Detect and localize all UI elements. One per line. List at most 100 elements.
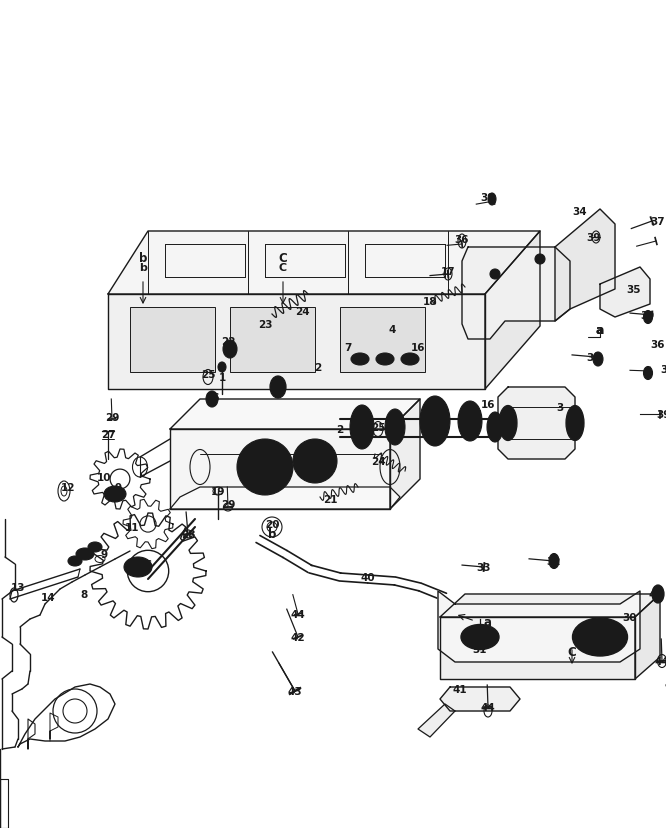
Ellipse shape [350, 406, 374, 450]
Polygon shape [498, 388, 575, 460]
Text: 39: 39 [481, 193, 496, 203]
Circle shape [490, 270, 500, 280]
Text: 18: 18 [423, 296, 438, 306]
Ellipse shape [88, 542, 102, 552]
Ellipse shape [104, 486, 126, 503]
Text: b: b [268, 528, 276, 541]
Text: 2: 2 [314, 363, 322, 373]
Text: 9: 9 [115, 483, 122, 493]
Text: 12: 12 [61, 483, 75, 493]
Text: 22: 22 [220, 337, 235, 347]
Text: 23: 23 [258, 320, 272, 330]
Text: 38: 38 [587, 353, 601, 363]
Polygon shape [170, 430, 390, 509]
Polygon shape [438, 591, 640, 662]
Text: 36: 36 [455, 234, 470, 245]
Text: a: a [596, 323, 604, 336]
Text: 39: 39 [587, 233, 601, 243]
Polygon shape [440, 617, 635, 679]
Polygon shape [108, 295, 485, 389]
Ellipse shape [488, 194, 496, 205]
Text: 44: 44 [481, 702, 496, 712]
Polygon shape [485, 232, 540, 389]
Circle shape [293, 440, 337, 484]
Ellipse shape [124, 557, 152, 577]
Ellipse shape [270, 377, 286, 398]
Polygon shape [418, 704, 455, 737]
Text: 27: 27 [101, 430, 115, 440]
Text: 20: 20 [265, 519, 279, 529]
Ellipse shape [643, 367, 653, 380]
Text: 5: 5 [426, 415, 434, 425]
Text: 29: 29 [221, 499, 235, 509]
Text: 37: 37 [661, 364, 666, 374]
Text: 32: 32 [547, 556, 561, 566]
Text: 13: 13 [11, 582, 25, 592]
Text: a: a [484, 614, 492, 628]
Text: 19: 19 [211, 486, 225, 497]
Text: 42: 42 [290, 633, 305, 643]
Ellipse shape [573, 619, 627, 657]
Polygon shape [440, 595, 660, 617]
Text: 34: 34 [573, 207, 587, 217]
Text: 40: 40 [361, 572, 376, 582]
Text: 44: 44 [655, 657, 666, 667]
Text: 41: 41 [453, 684, 468, 694]
Ellipse shape [401, 354, 419, 365]
Text: C: C [567, 645, 576, 657]
Ellipse shape [76, 548, 94, 561]
Ellipse shape [652, 585, 664, 604]
Ellipse shape [566, 406, 584, 441]
Polygon shape [108, 232, 540, 295]
Ellipse shape [643, 311, 653, 324]
Text: 31: 31 [473, 644, 488, 654]
Ellipse shape [351, 354, 369, 365]
Polygon shape [600, 267, 650, 318]
Text: 45: 45 [649, 590, 663, 599]
Ellipse shape [549, 554, 559, 569]
Text: 6: 6 [145, 560, 152, 570]
Text: C: C [279, 262, 287, 272]
Polygon shape [390, 400, 420, 509]
Text: C: C [278, 251, 287, 264]
Ellipse shape [206, 392, 218, 407]
Ellipse shape [218, 363, 226, 373]
Ellipse shape [593, 353, 603, 367]
Text: 21: 21 [323, 494, 337, 504]
Text: 37: 37 [651, 217, 665, 227]
Text: 16: 16 [481, 400, 496, 410]
Text: 42: 42 [665, 679, 666, 689]
Polygon shape [462, 248, 570, 339]
Text: 24: 24 [294, 306, 309, 316]
Ellipse shape [499, 406, 517, 441]
Text: 4: 4 [474, 410, 482, 420]
Text: 14: 14 [41, 592, 55, 602]
Text: 9: 9 [101, 549, 108, 560]
Text: 17: 17 [441, 267, 456, 277]
Text: 24: 24 [371, 456, 386, 466]
Bar [230, 308, 315, 373]
Text: 33: 33 [477, 562, 492, 572]
Text: 36: 36 [651, 339, 665, 349]
Ellipse shape [458, 402, 482, 441]
Ellipse shape [68, 556, 82, 566]
Text: 39: 39 [641, 310, 655, 320]
Text: 16: 16 [411, 343, 426, 353]
Polygon shape [555, 209, 615, 321]
Text: a: a [596, 323, 604, 336]
Text: 10: 10 [97, 473, 111, 483]
Ellipse shape [461, 625, 499, 650]
Circle shape [535, 255, 545, 265]
Ellipse shape [376, 354, 394, 365]
Polygon shape [170, 488, 400, 509]
Text: 15: 15 [271, 383, 285, 392]
Text: 43: 43 [288, 686, 302, 696]
Text: 28: 28 [180, 529, 195, 539]
Text: 11: 11 [125, 522, 139, 532]
Text: 3: 3 [556, 402, 563, 412]
Text: b: b [139, 251, 147, 264]
Text: 30: 30 [623, 612, 637, 623]
Text: b: b [139, 262, 147, 272]
Text: 4: 4 [388, 325, 396, 335]
Text: 7: 7 [344, 343, 352, 353]
